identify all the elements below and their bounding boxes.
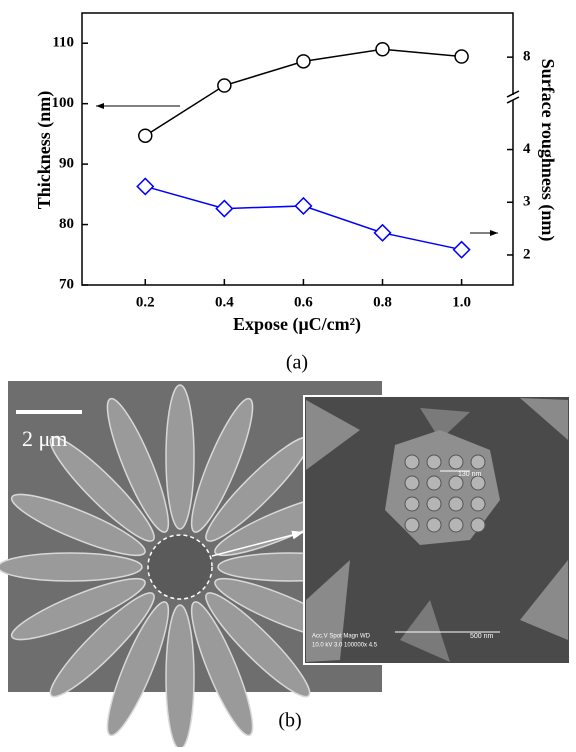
petal <box>166 385 194 529</box>
y-tick-label: 70 <box>59 276 74 292</box>
y2-axis-label: Surface roughness (nm) <box>537 59 558 242</box>
x-tick-label: 1.0 <box>452 294 471 310</box>
sem-image: 2 μm 130 nm 500 nm Acc.V Spot Magn WD 10… <box>0 381 570 747</box>
inset-label: 500 nm <box>470 633 494 640</box>
y-tick-label: 80 <box>59 216 74 232</box>
pillar <box>405 476 419 490</box>
caption: (b) <box>278 710 301 732</box>
x-axis-label: Expose (μC/cm²) <box>233 314 361 335</box>
plot-frame <box>82 13 513 285</box>
pillar <box>471 455 485 469</box>
pillar <box>427 476 441 490</box>
petal <box>166 605 194 747</box>
y2-tick-label: 4 <box>523 141 531 157</box>
inset-label: 130 nm <box>458 471 482 478</box>
pillar <box>427 518 441 532</box>
inset-label: 10.0 kV 3.0 100000x 4.5 <box>312 643 378 649</box>
pillar <box>471 497 485 511</box>
marker <box>137 178 153 194</box>
pillar <box>449 455 463 469</box>
marker <box>216 201 232 217</box>
pillar <box>405 518 419 532</box>
pillar <box>405 455 419 469</box>
y-tick-label: 100 <box>52 95 75 111</box>
pillar <box>405 497 419 511</box>
pillar <box>471 518 485 532</box>
marker <box>376 43 389 56</box>
scale-bar-label: 2 μm <box>22 426 67 451</box>
marker <box>139 129 152 142</box>
marker <box>375 225 391 241</box>
marker <box>295 198 311 214</box>
pillar <box>427 497 441 511</box>
caption: (a) <box>286 352 308 374</box>
series-line <box>145 186 461 249</box>
inset-label: Acc.V Spot Magn WD <box>312 634 371 640</box>
y-tick-label: 90 <box>59 156 74 172</box>
y-tick-label: 110 <box>52 35 74 51</box>
pillar <box>427 455 441 469</box>
x-tick-label: 0.8 <box>373 294 392 310</box>
marker <box>455 50 468 63</box>
marker <box>454 242 470 258</box>
y2-tick-label: 8 <box>523 49 531 65</box>
pillar <box>449 476 463 490</box>
x-tick-label: 0.2 <box>136 294 155 310</box>
marker <box>297 55 310 68</box>
x-tick-label: 0.6 <box>294 294 313 310</box>
pillar <box>449 497 463 511</box>
y2-tick-label: 2 <box>523 246 531 262</box>
y2-tick-label: 3 <box>523 194 531 210</box>
pillar <box>449 518 463 532</box>
figure: Expose (μC/cm²) Thickness (nm) Surface r… <box>0 0 576 747</box>
pillar <box>471 476 485 490</box>
petal <box>0 553 142 581</box>
x-tick-label: 0.4 <box>215 294 234 310</box>
marker <box>218 79 231 92</box>
